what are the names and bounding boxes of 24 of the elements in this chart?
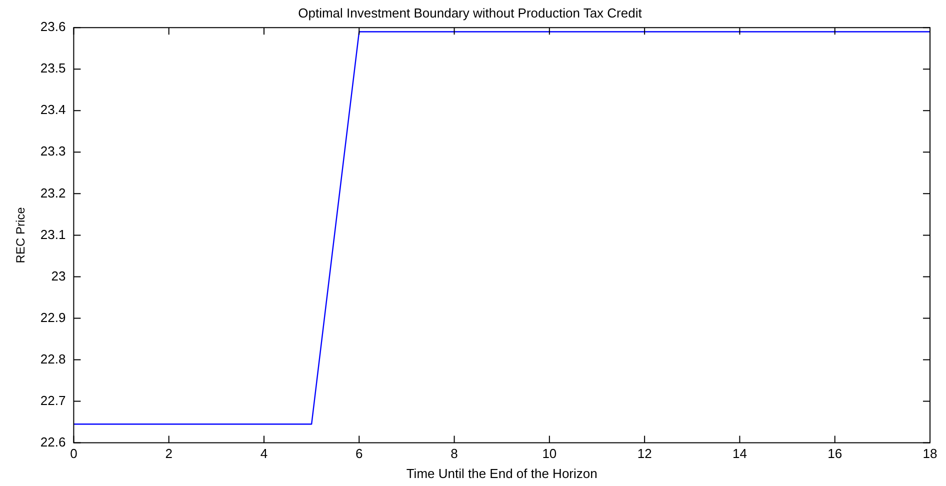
x-tick-label: 0 bbox=[70, 446, 78, 462]
y-tick-label: 22.8 bbox=[40, 351, 66, 366]
x-tick-label: 6 bbox=[356, 446, 363, 462]
x-tick-label: 4 bbox=[260, 446, 268, 462]
x-tick-label: 2 bbox=[165, 446, 172, 462]
x-tick-label: 18 bbox=[922, 446, 938, 462]
x-axis-title: Time Until the End of the Horizon bbox=[406, 466, 598, 481]
chart-title: Optimal Investment Boundary without Production Tax Credit bbox=[298, 5, 642, 20]
y-tick-label: 22.7 bbox=[40, 392, 66, 408]
y-tick-label: 23.4 bbox=[40, 102, 66, 118]
y-tick-label: 23 bbox=[51, 268, 66, 284]
y-tick-label: 23.5 bbox=[40, 60, 66, 76]
y-tick-label: 22.6 bbox=[40, 434, 66, 450]
x-tick-label: 14 bbox=[732, 446, 747, 462]
y-tick-label: 23.6 bbox=[40, 19, 66, 34]
y-tick-label: 23.3 bbox=[40, 144, 66, 159]
y-axis-title: REC Price bbox=[14, 206, 28, 264]
y-tick-label: 22.9 bbox=[40, 310, 66, 325]
x-tick-label: 10 bbox=[542, 446, 557, 462]
x-tick-label: 8 bbox=[450, 446, 458, 462]
y-tick-label: 23.1 bbox=[40, 226, 66, 242]
x-tick-label: 16 bbox=[828, 446, 842, 462]
y-tick-label: 23.2 bbox=[40, 185, 66, 200]
x-tick-label: 12 bbox=[637, 446, 652, 462]
